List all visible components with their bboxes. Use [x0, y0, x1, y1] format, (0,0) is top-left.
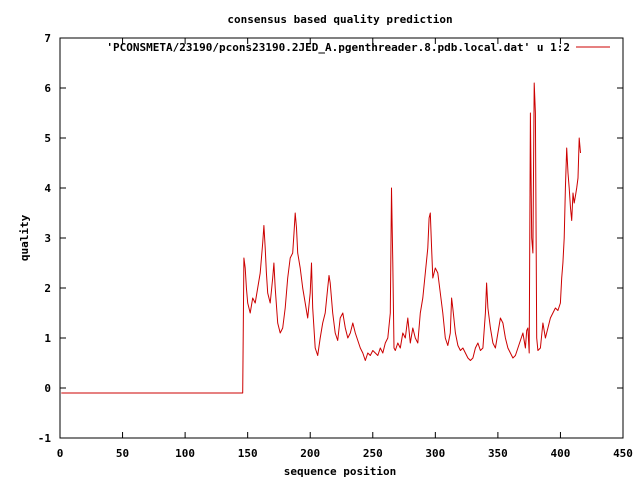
x-tick-label: 450	[613, 447, 633, 460]
x-tick-label: 250	[363, 447, 383, 460]
y-tick-label: 5	[44, 132, 51, 145]
x-tick-label: 0	[57, 447, 64, 460]
x-tick-label: 100	[175, 447, 195, 460]
legend-entry-label: 'PCONSMETA/23190/pcons23190.2JED_A.pgent…	[106, 41, 570, 54]
y-axis-label: quality	[18, 214, 31, 261]
chart-title: consensus based quality prediction	[227, 13, 452, 26]
series-line	[61, 82, 581, 394]
axis-ticks: 0 50 100 150 200 250 300 350 400 450 -1 0 1 2 3 4 5 6 7	[38, 32, 633, 460]
plot-frame	[59, 37, 624, 439]
x-tick-label: 50	[116, 447, 129, 460]
legend: 'PCONSMETA/23190/pcons23190.2JED_A.pgent…	[106, 41, 610, 54]
y-tick-label: 4	[44, 182, 51, 195]
y-tick-label: 0	[44, 382, 51, 395]
x-tick-label: 350	[488, 447, 508, 460]
x-axis-label: sequence position	[284, 465, 397, 478]
y-tick-label: 7	[44, 32, 51, 45]
x-tick-label: 400	[551, 447, 571, 460]
y-tick-label: 1	[44, 332, 51, 345]
y-tick-label: 3	[44, 232, 51, 245]
x-tick-label: 150	[238, 447, 258, 460]
y-tick-label: -1	[38, 432, 52, 445]
y-tick-label: 2	[44, 282, 51, 295]
y-tick-label: 6	[44, 82, 51, 95]
x-tick-label: 300	[425, 447, 445, 460]
series-group	[61, 82, 581, 394]
x-tick-label: 200	[300, 447, 320, 460]
